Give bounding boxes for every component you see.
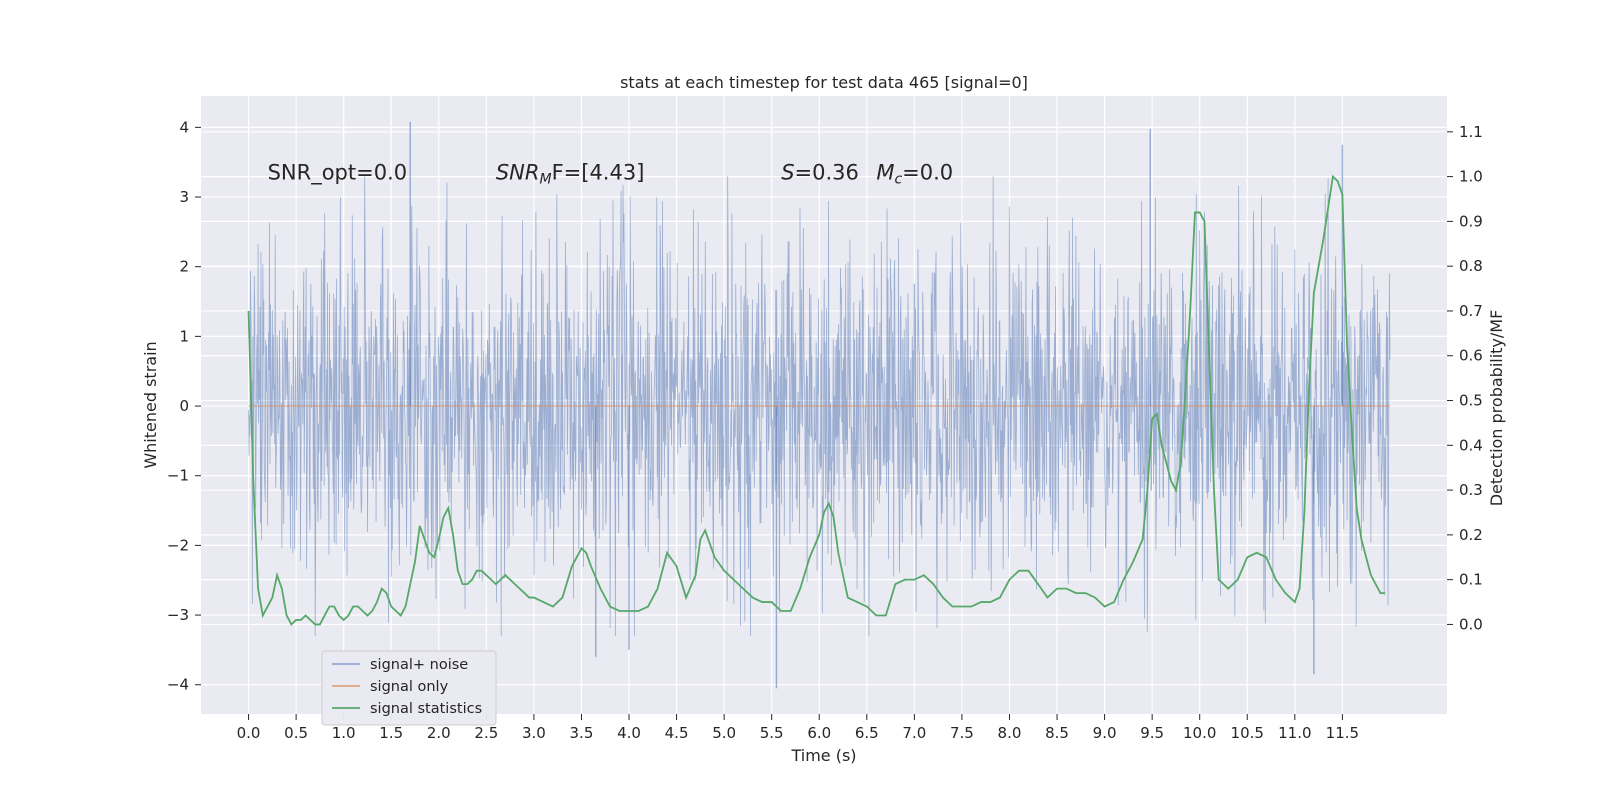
y-right-tick-label-2: 0.2 bbox=[1459, 526, 1483, 544]
x-tick-label-0: 0.0 bbox=[237, 724, 261, 742]
y-right-tick-label-6: 0.6 bbox=[1459, 347, 1483, 365]
x-tick-label-22: 11.0 bbox=[1278, 724, 1311, 742]
y-left-tick-label-7: 3 bbox=[179, 188, 189, 206]
y-axis-left-label: Whitened strain bbox=[141, 341, 160, 468]
x-axis-ticks: 0.0 0.5 1.0 1.5 2.0 2.5 3.0 3.5 4.0 4.5 5.0 5.5 6.0 6… bbox=[237, 714, 1359, 742]
legend: signal+ noise signal only signal statist… bbox=[321, 650, 497, 726]
y-left-tick-label-6: 2 bbox=[179, 258, 189, 276]
signal-statistics-series bbox=[247, 174, 1386, 626]
x-tick-label-20: 10.0 bbox=[1183, 724, 1216, 742]
y-right-tick-label-9: 0.9 bbox=[1459, 212, 1483, 230]
y-left-axis-ticks: −4 −3 −2 −1 0 1 2 3 4 bbox=[167, 118, 201, 694]
x-tick-label-13: 6.5 bbox=[855, 724, 879, 742]
x-tick-label-9: 4.5 bbox=[665, 724, 689, 742]
y-left-tick-label-2: −2 bbox=[167, 536, 189, 554]
x-tick-label-5: 2.5 bbox=[474, 724, 498, 742]
y-left-tick-label-4: 0 bbox=[179, 397, 189, 415]
x-tick-label-4: 2.0 bbox=[427, 724, 451, 742]
x-tick-label-2: 1.0 bbox=[332, 724, 356, 742]
y-right-tick-label-4: 0.4 bbox=[1459, 436, 1483, 454]
x-tick-label-6: 3.0 bbox=[522, 724, 546, 742]
y-right-tick-label-11: 1.1 bbox=[1459, 123, 1483, 141]
signal-noise-line bbox=[248, 176, 1391, 636]
y-left-tick-label-0: −4 bbox=[167, 676, 189, 694]
x-tick-label-8: 4.0 bbox=[617, 724, 641, 742]
y-axis-right-label: Detection probability/MF bbox=[1487, 310, 1506, 507]
annotation-s: S=0.36 bbox=[781, 161, 859, 185]
x-tick-label-18: 9.0 bbox=[1093, 724, 1117, 742]
y-right-tick-label-7: 0.7 bbox=[1459, 302, 1483, 320]
legend-box bbox=[321, 650, 497, 726]
y-right-axis-ticks: 0.0 0.1 0.2 0.3 0.4 0.5 0.6 0.7 0.8 0.9 1.0 1.1 bbox=[1447, 123, 1483, 633]
annotation-mc: Mc=0.0 bbox=[876, 161, 953, 188]
x-tick-label-12: 6.0 bbox=[807, 724, 831, 742]
legend-label-signal-noise: signal+ noise bbox=[370, 657, 468, 673]
x-tick-label-3: 1.5 bbox=[379, 724, 403, 742]
y-left-tick-label-3: −1 bbox=[167, 467, 189, 485]
y-right-tick-label-8: 0.8 bbox=[1459, 257, 1483, 275]
chart-title: stats at each timestep for test data 465… bbox=[620, 73, 1028, 92]
y-right-tick-label-10: 1.0 bbox=[1459, 168, 1483, 186]
annotation-snr-opt: SNR_opt=0.0 bbox=[268, 161, 408, 186]
x-tick-label-23: 11.5 bbox=[1326, 724, 1359, 742]
y-left-tick-label-1: −3 bbox=[167, 606, 189, 624]
x-tick-label-21: 10.5 bbox=[1231, 724, 1264, 742]
legend-label-signal-only: signal only bbox=[370, 679, 449, 695]
y-right-tick-label-5: 0.5 bbox=[1459, 392, 1483, 410]
y-right-tick-label-1: 0.1 bbox=[1459, 571, 1483, 589]
y-left-tick-label-8: 4 bbox=[179, 118, 189, 136]
x-tick-label-14: 7.0 bbox=[902, 724, 926, 742]
annotations: SNR_opt=0.0 SNRMF=[4.43] S=0.36 Mc=0.0 bbox=[268, 161, 954, 188]
x-tick-label-17: 8.5 bbox=[1045, 724, 1069, 742]
x-tick-label-16: 8.0 bbox=[998, 724, 1022, 742]
legend-label-signal-statistics: signal statistics bbox=[370, 701, 482, 717]
x-tick-label-10: 5.0 bbox=[712, 724, 736, 742]
x-tick-label-7: 3.5 bbox=[570, 724, 594, 742]
x-tick-label-11: 5.5 bbox=[760, 724, 784, 742]
x-tick-label-1: 0.5 bbox=[284, 724, 308, 742]
x-axis-label: Time (s) bbox=[790, 746, 856, 765]
signal-statistics-line bbox=[247, 174, 1386, 626]
y-left-tick-label-5: 1 bbox=[179, 327, 189, 345]
y-right-tick-label-0: 0.0 bbox=[1459, 615, 1483, 633]
x-tick-label-19: 9.5 bbox=[1140, 724, 1164, 742]
signal-noise-series bbox=[248, 121, 1391, 689]
x-tick-label-15: 7.5 bbox=[950, 724, 974, 742]
y-right-tick-label-3: 0.3 bbox=[1459, 481, 1483, 499]
annotation-snr-mf: SNRMF=[4.43] bbox=[496, 161, 645, 188]
